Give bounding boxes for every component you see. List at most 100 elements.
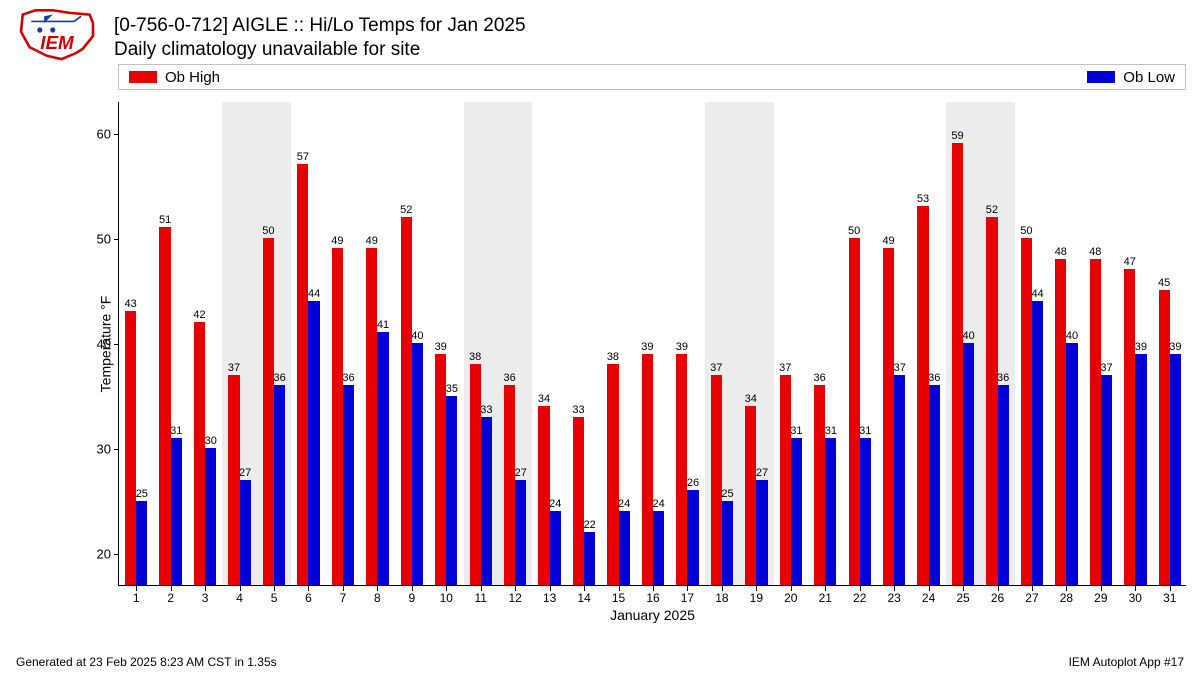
- bar-high: [159, 227, 170, 585]
- bar-low: [1032, 301, 1043, 585]
- bar-high: [814, 385, 825, 585]
- x-tick-mark: [619, 586, 620, 591]
- x-tick-mark: [791, 586, 792, 591]
- bar-label-high: 51: [159, 214, 171, 226]
- bar-low: [515, 480, 526, 585]
- bar-low: [584, 532, 595, 585]
- bar-high: [366, 248, 377, 585]
- bar-label-low: 27: [239, 467, 251, 479]
- bar-label-high: 49: [882, 235, 894, 247]
- x-tick-mark: [687, 586, 688, 591]
- iem-logo: IEM: [12, 6, 102, 66]
- y-tick-mark: [114, 554, 119, 555]
- x-tick-mark: [274, 586, 275, 591]
- y-tick-mark: [114, 449, 119, 450]
- title-line-2: Daily climatology unavailable for site: [114, 38, 526, 62]
- bar-label-low: 31: [790, 425, 802, 437]
- bar-low: [825, 438, 836, 585]
- x-tick-mark: [1032, 586, 1033, 591]
- bar-low: [205, 448, 216, 585]
- bar-label-high: 37: [228, 362, 240, 374]
- bar-label-high: 38: [607, 351, 619, 363]
- bar-label-low: 37: [894, 362, 906, 374]
- x-tick-mark: [308, 586, 309, 591]
- chart: Ob High Ob Low Temperature °F January 20…: [118, 64, 1186, 624]
- x-tick-mark: [1101, 586, 1102, 591]
- bar-label-low: 26: [687, 477, 699, 489]
- x-tick-mark: [998, 586, 999, 591]
- bar-label-high: 48: [1055, 246, 1067, 258]
- footer: Generated at 23 Feb 2025 8:23 AM CST in …: [16, 655, 1184, 669]
- bar-low: [791, 438, 802, 585]
- footer-generated: Generated at 23 Feb 2025 8:23 AM CST in …: [16, 655, 277, 669]
- bar-label-low: 24: [618, 498, 630, 510]
- bar-low: [412, 343, 423, 585]
- bar-high: [228, 375, 239, 585]
- bar-label-high: 52: [400, 204, 412, 216]
- bar-high: [125, 311, 136, 585]
- bar-label-low: 36: [928, 372, 940, 384]
- bar-label-low: 36: [997, 372, 1009, 384]
- x-tick-mark: [722, 586, 723, 591]
- bar-label-high: 39: [435, 341, 447, 353]
- bar-high: [1159, 290, 1170, 585]
- bar-label-high: 36: [814, 372, 826, 384]
- bar-high: [573, 417, 584, 585]
- bar-low: [377, 332, 388, 585]
- x-tick-mark: [481, 586, 482, 591]
- bar-label-high: 50: [262, 225, 274, 237]
- bar-low: [653, 511, 664, 585]
- x-tick-mark: [1135, 586, 1136, 591]
- bar-label-low: 30: [205, 435, 217, 447]
- bar-high: [1055, 259, 1066, 585]
- bar-low: [756, 480, 767, 585]
- bar-high: [332, 248, 343, 585]
- bar-high: [1090, 259, 1101, 585]
- bar-label-high: 34: [538, 393, 550, 405]
- bar-label-high: 52: [986, 204, 998, 216]
- bar-label-high: 49: [366, 235, 378, 247]
- bar-low: [1135, 354, 1146, 585]
- bar-label-high: 50: [1020, 225, 1032, 237]
- legend-swatch-high: [129, 71, 157, 83]
- bar-label-high: 37: [779, 362, 791, 374]
- bar-label-low: 22: [584, 519, 596, 531]
- bar-label-low: 37: [1100, 362, 1112, 374]
- y-tick-mark: [114, 134, 119, 135]
- x-tick-mark: [653, 586, 654, 591]
- footer-app: IEM Autoplot App #17: [1069, 655, 1184, 669]
- bar-label-high: 48: [1089, 246, 1101, 258]
- x-tick-mark: [860, 586, 861, 591]
- bar-high: [263, 238, 274, 585]
- bar-label-high: 50: [848, 225, 860, 237]
- bar-low: [171, 438, 182, 585]
- bar-label-high: 42: [193, 309, 205, 321]
- bar-low: [963, 343, 974, 585]
- bar-high: [883, 248, 894, 585]
- bar-low: [136, 501, 147, 585]
- bar-low: [1066, 343, 1077, 585]
- bar-label-low: 24: [549, 498, 561, 510]
- x-tick-mark: [756, 586, 757, 591]
- bar-label-low: 35: [446, 383, 458, 395]
- bar-label-high: 37: [710, 362, 722, 374]
- bar-label-low: 40: [411, 330, 423, 342]
- bar-low: [446, 396, 457, 585]
- bar-high: [676, 354, 687, 585]
- bar-low: [894, 375, 905, 585]
- bar-label-high: 34: [745, 393, 757, 405]
- bar-low: [619, 511, 630, 585]
- bar-label-low: 31: [825, 425, 837, 437]
- x-tick-mark: [240, 586, 241, 591]
- legend-swatch-low: [1087, 71, 1115, 83]
- x-tick-mark: [171, 586, 172, 591]
- x-tick-mark: [929, 586, 930, 591]
- x-tick-mark: [446, 586, 447, 591]
- bar-low: [274, 385, 285, 585]
- header: IEM [0-756-0-712] AIGLE :: Hi/Lo Temps f…: [12, 6, 526, 66]
- bar-high: [1021, 238, 1032, 585]
- bar-high: [401, 217, 412, 585]
- bar-label-low: 33: [480, 404, 492, 416]
- bar-label-low: 25: [721, 488, 733, 500]
- bar-label-low: 27: [515, 467, 527, 479]
